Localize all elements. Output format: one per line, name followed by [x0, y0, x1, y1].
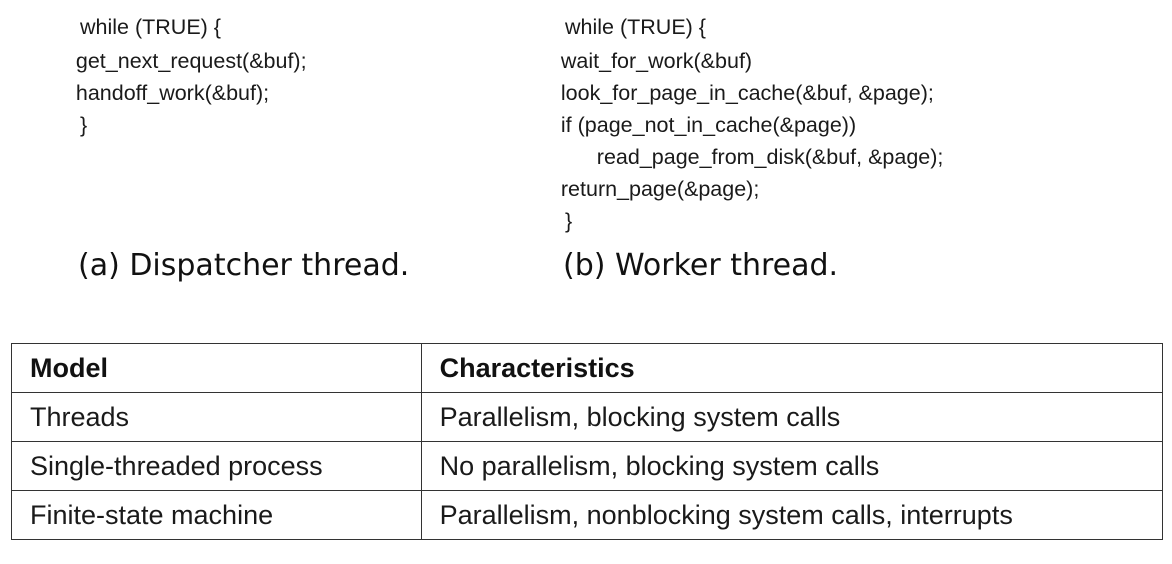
code-line: handoff_work(&buf); — [52, 81, 270, 105]
table-cell-characteristics: Parallelism, nonblocking system calls, i… — [420, 490, 1164, 540]
table-cell-model: Single-threaded process — [11, 441, 422, 491]
code-line: return_page(&page); — [537, 177, 760, 201]
table-cell-characteristics: Parallelism, blocking system calls — [420, 392, 1164, 442]
column-header-characteristics: Characteristics — [420, 343, 1164, 393]
worker-caption: (b) Worker thread. — [563, 248, 839, 283]
code-line: } — [565, 209, 573, 233]
code-line: read_page_from_disk(&buf, &page); — [549, 145, 944, 169]
code-line: while (TRUE) { — [565, 15, 706, 39]
table-cell-characteristics: No parallelism, blocking system calls — [420, 441, 1164, 491]
table-row: Single-threaded process No parallelism, … — [11, 441, 1164, 491]
code-line: } — [80, 113, 88, 137]
table-cell-model: Finite-state machine — [11, 490, 422, 540]
code-line: if (page_not_in_cache(&page)) — [537, 113, 857, 137]
table-header-row: Model Characteristics — [11, 343, 1164, 393]
code-line: get_next_request(&buf); — [52, 49, 307, 73]
table-row: Finite-state machine Parallelism, nonblo… — [11, 490, 1164, 540]
column-header-model: Model — [11, 343, 422, 393]
dispatcher-caption: (a) Dispatcher thread. — [78, 248, 410, 283]
code-line: look_for_page_in_cache(&buf, &page); — [537, 81, 934, 105]
code-line: wait_for_work(&buf) — [537, 49, 753, 73]
table-row: Threads Parallelism, blocking system cal… — [11, 392, 1164, 442]
table-cell-model: Threads — [11, 392, 422, 442]
code-line: while (TRUE) { — [80, 15, 221, 39]
model-comparison-table: Model Characteristics Threads Parallelis… — [11, 343, 1164, 540]
